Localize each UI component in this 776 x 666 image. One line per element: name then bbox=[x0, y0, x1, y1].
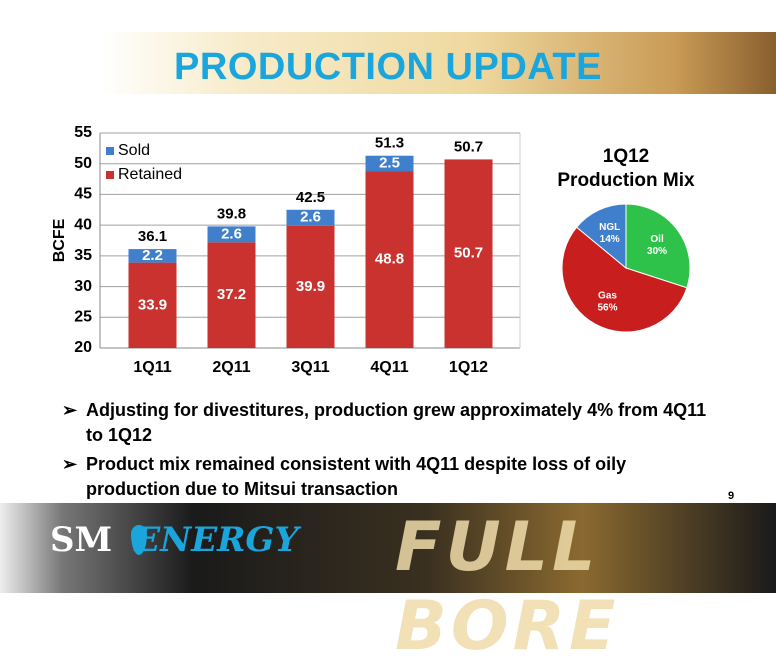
value-label: 37.2 bbox=[217, 286, 246, 303]
value-label: 2.6 bbox=[300, 209, 321, 226]
footer-logo: SM ENERGY bbox=[50, 520, 299, 560]
value-label: 2.2 bbox=[142, 247, 163, 264]
bar-segment bbox=[365, 155, 414, 172]
charts: 20 25 30 35 40 45 50 55 BCFE 1Q11 33.9 2.2 36.1 2Q11 3… bbox=[51, 124, 695, 376]
title-banner bbox=[100, 32, 776, 94]
logo-drop bbox=[131, 525, 147, 555]
pie-label-name: Oil bbox=[650, 234, 664, 245]
bar-segment bbox=[207, 226, 256, 243]
pie-slice bbox=[625, 203, 691, 289]
legend-swatch bbox=[106, 147, 114, 155]
y-tick-label: 35 bbox=[74, 247, 92, 264]
x-tick-label: 1Q12 bbox=[449, 359, 488, 376]
pie-label-value: 56% bbox=[597, 302, 617, 313]
legend-label: Retained bbox=[118, 166, 182, 183]
y-tick-label: 25 bbox=[74, 309, 92, 326]
value-label: 2.5 bbox=[379, 154, 400, 171]
x-tick-label: 2Q11 bbox=[212, 359, 250, 376]
bullet-arrow: ➢ bbox=[62, 454, 78, 474]
value-label: 50.7 bbox=[454, 245, 483, 262]
total-label: 36.1 bbox=[138, 228, 167, 245]
pie-label-name: NGL bbox=[599, 222, 620, 233]
bullet-text: Product mix remained consistent with 4Q1… bbox=[86, 454, 627, 499]
total-label: 51.3 bbox=[375, 135, 404, 152]
pie-title: 1Q12 bbox=[603, 146, 649, 167]
bar-segment bbox=[286, 225, 335, 348]
y-tick-label: 50 bbox=[74, 155, 92, 172]
footer-band bbox=[0, 503, 776, 593]
bar-segment bbox=[207, 242, 256, 348]
y-tick-label: 30 bbox=[74, 278, 92, 295]
value-label: 2.6 bbox=[221, 225, 242, 242]
pie-label-value: 30% bbox=[647, 246, 667, 257]
bullet: ➢ Product mix remained consistent with 4Q… bbox=[62, 452, 716, 502]
bullet-arrow: ➢ bbox=[62, 400, 78, 420]
y-axis-title: BCFE bbox=[51, 218, 68, 262]
pie-label-name: Gas bbox=[598, 290, 617, 301]
total-label: 39.8 bbox=[217, 205, 246, 222]
bullet-list: ➢ Adjusting for divestitures, production … bbox=[62, 398, 722, 506]
pie-label-value: 14% bbox=[600, 234, 620, 245]
bar-segment bbox=[128, 262, 177, 348]
legend-swatch bbox=[106, 171, 114, 179]
page-number: 9 bbox=[728, 490, 735, 502]
bar-segment bbox=[128, 249, 177, 263]
y-tick-label: 40 bbox=[74, 216, 92, 233]
x-tick-label: 3Q11 bbox=[291, 359, 329, 376]
value-label: 33.9 bbox=[138, 296, 167, 313]
legend-label: Sold bbox=[118, 142, 150, 159]
x-tick-label: 1Q11 bbox=[133, 359, 171, 376]
total-label: 42.5 bbox=[296, 189, 325, 206]
y-tick-label: 20 bbox=[74, 339, 92, 356]
pie-title: Production Mix bbox=[557, 170, 695, 191]
slide-title: PRODUCTION UPDATE bbox=[174, 46, 602, 88]
bullet-text: Adjusting for divestitures, production g… bbox=[86, 400, 707, 445]
bar-segment bbox=[444, 159, 493, 348]
value-label: 48.8 bbox=[375, 251, 404, 268]
y-tick-label: 45 bbox=[74, 186, 92, 203]
pie-slice bbox=[561, 226, 688, 333]
bar-segment bbox=[365, 171, 414, 348]
y-tick-label: 55 bbox=[74, 124, 92, 141]
pie-slice bbox=[575, 203, 627, 270]
logo-part: SM bbox=[50, 520, 113, 560]
x-tick-label: 4Q11 bbox=[370, 359, 408, 376]
bar-segment bbox=[286, 209, 335, 226]
total-label: 50.7 bbox=[454, 138, 483, 155]
footer-tagline: FULL BORE bbox=[395, 508, 620, 666]
value-label: 39.9 bbox=[296, 278, 325, 295]
bullet: ➢ Adjusting for divestitures, production … bbox=[62, 398, 716, 448]
logo-part: ENERGY bbox=[134, 520, 299, 560]
slide: PRODUCTION UPDATE 20 25 30 35 40 45 50 55 BCFE 1Q… bbox=[0, 32, 776, 666]
